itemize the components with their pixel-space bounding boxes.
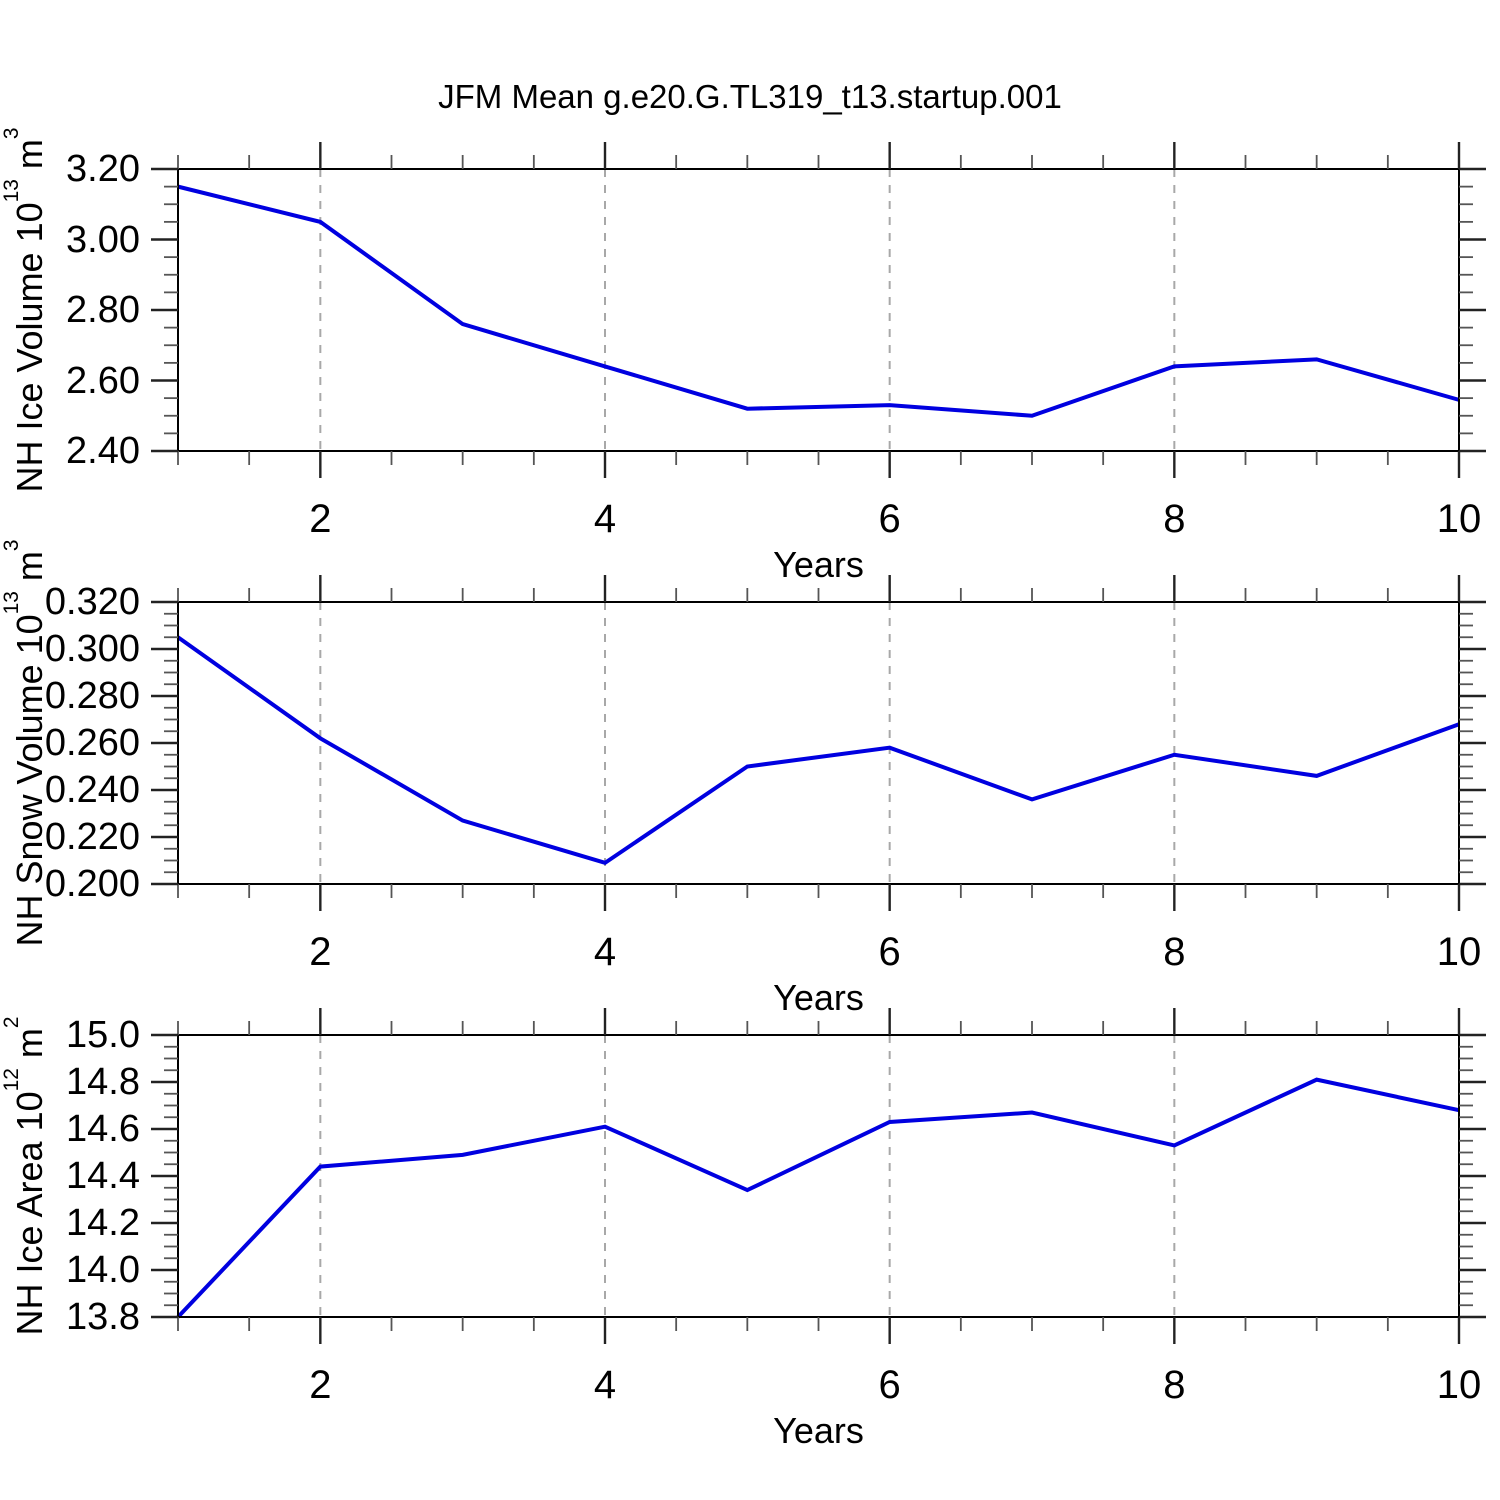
x-tick-label: 6 — [878, 1363, 901, 1407]
y-tick-label: 14.6 — [66, 1108, 140, 1150]
y-tick-label: 14.0 — [66, 1249, 140, 1291]
x-tick-label: 2 — [309, 930, 332, 974]
y-tick-label: 0.300 — [44, 628, 140, 670]
x-tick-label: 10 — [1436, 1363, 1482, 1407]
y-tick-label: 14.8 — [66, 1061, 140, 1103]
y-tick-label: 0.200 — [44, 863, 140, 905]
y-tick-label: 2.80 — [66, 289, 140, 331]
x-tick-label: 10 — [1436, 497, 1482, 541]
y-tick-label: 0.320 — [44, 581, 140, 623]
x-tick-label: 4 — [593, 497, 617, 541]
x-tick-label: 8 — [1163, 930, 1186, 974]
y-tick-label: 0.220 — [44, 816, 140, 858]
plot-frame — [177, 601, 1460, 885]
y-tick-label: 14.2 — [66, 1202, 140, 1244]
y-tick-label: 3.00 — [66, 218, 140, 261]
y-tick-label: 0.240 — [44, 769, 140, 811]
x-axis-label-years-top: Years — [773, 544, 864, 585]
data-line-nh-ice-area — [176, 1077, 1460, 1319]
x-tick-label: 6 — [878, 930, 901, 974]
plot-frame — [177, 1034, 1460, 1318]
y-tick-label: 3.20 — [66, 148, 140, 190]
y-tick-label: 13.8 — [66, 1296, 140, 1338]
y-tick-label: 2.60 — [66, 359, 140, 402]
x-axis-label-years-bottom: Years — [773, 1410, 864, 1451]
y-axis-label-ice-area: NH Ice Area 1012 m2 — [0, 1016, 50, 1336]
figure-title: JFM Mean g.e20.G.TL319_t13.startup.001 — [438, 78, 1062, 115]
x-tick-label: 2 — [309, 497, 332, 541]
y-tick-label: 0.280 — [44, 675, 140, 717]
x-tick-label: 4 — [593, 930, 617, 974]
x-tick-label: 4 — [593, 1363, 617, 1407]
x-axis-label-years-middle: Years — [773, 977, 864, 1018]
y-tick-label: 0.260 — [44, 722, 140, 764]
x-tick-label: 8 — [1163, 497, 1186, 541]
data-line-nh-snow-volume — [176, 635, 1460, 866]
y-tick-label: 2.40 — [66, 430, 140, 472]
data-line-nh-ice-volume — [177, 184, 1460, 418]
x-tick-label: 6 — [878, 497, 901, 541]
y-tick-label: 14.4 — [66, 1155, 140, 1197]
x-tick-label: 2 — [309, 1363, 332, 1407]
x-tick-label: 10 — [1436, 930, 1482, 974]
y-tick-label: 15.0 — [66, 1014, 140, 1056]
x-tick-label: 8 — [1163, 1363, 1186, 1407]
